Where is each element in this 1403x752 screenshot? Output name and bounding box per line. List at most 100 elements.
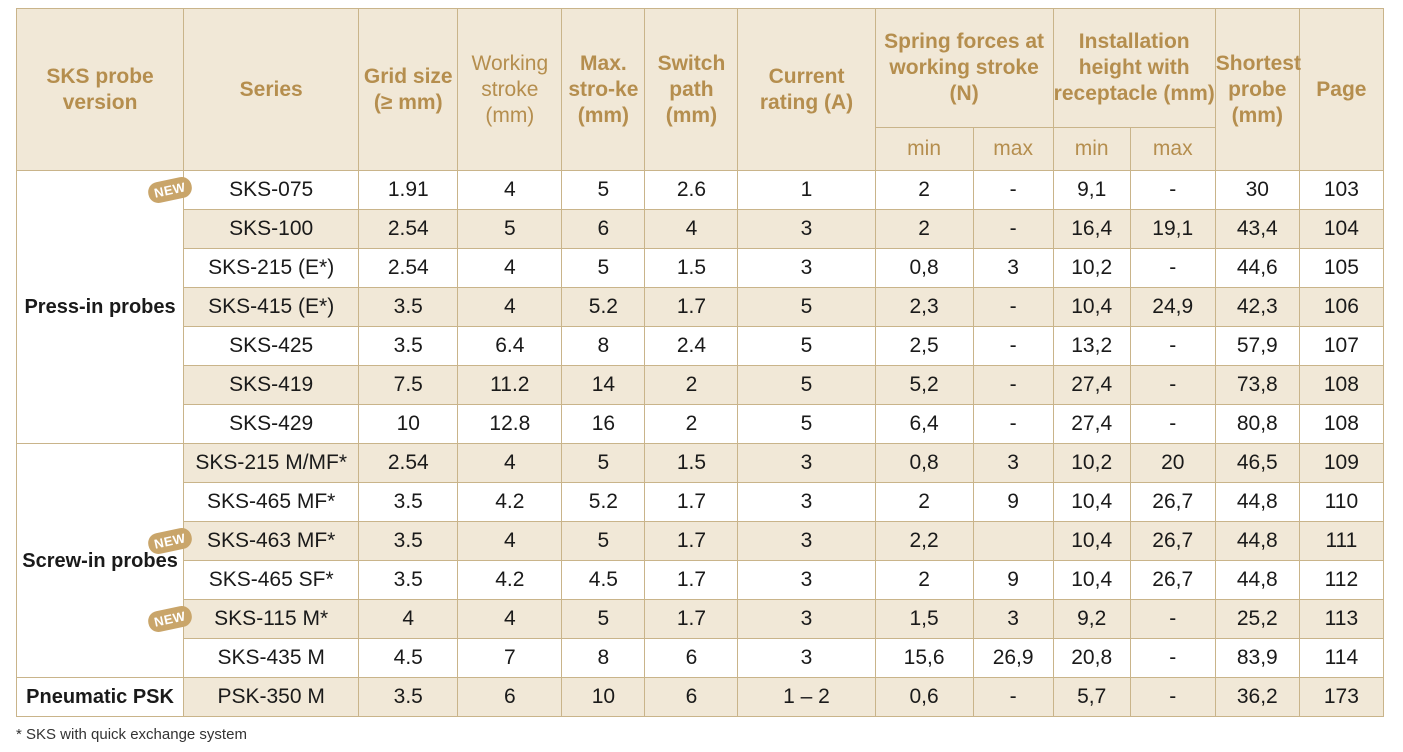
cell-switch: 1.5 [644,443,739,483]
cell-work: 4 [457,521,563,561]
cell-short: 44,8 [1214,521,1300,561]
cell-cur: 5 [737,365,876,405]
cell-imin: 9,1 [1052,170,1131,210]
cell-short: 30 [1214,170,1300,210]
series-cell: NEW SKS-463 MF* [146,521,360,561]
table-row: SKS-215 (E*) 2.54 4 5 1.5 3 0,8 3 10,2-44,6 105 [17,248,1385,288]
cell-imax: 20 [1129,443,1216,483]
cell-grid: 4.5 [358,638,459,678]
series-cell: SKS-415 (E*) [183,287,360,327]
series-name: SKS-419 [229,373,314,396]
table-row: SKS-429 10 12.8 16 2 5 6,4-27,4-80,8 108 [17,404,1385,444]
series-name: SKS-425 [229,334,314,357]
cell-grid: 3.5 [358,560,459,600]
cell-smax [972,521,1054,561]
cell-max: 5.2 [561,482,646,522]
series-name: SKS-115 M* [214,607,329,630]
series-name: SKS-215 M/MF* [195,451,348,474]
series-name: PSK-350 M [217,685,325,708]
cell-imin: 10,4 [1052,287,1131,327]
cell-cur: 5 [737,287,876,327]
cell-grid: 3.5 [358,521,459,561]
series-cell: SKS-429 [183,404,360,444]
cell-switch: 6 [644,677,739,717]
cell-page: 108 [1298,404,1385,444]
cell-work: 12.8 [457,404,563,444]
cell-work: 4 [457,248,563,288]
cell-cur: 3 [737,521,876,561]
cell-work: 6.4 [457,326,563,366]
cell-switch: 1.7 [644,482,739,522]
table-row: NEW SKS-463 MF* 3.5 4 5 1.7 3 2,2 10,4 26,7 44,8 11… [17,521,1385,561]
cell-cur: 3 [737,599,876,639]
cell-grid: 2.54 [358,443,459,483]
table-row: SKS-425 3.5 6.4 8 2.4 5 2,5-13,2-57,9 107 [17,326,1385,366]
cell-switch: 2 [644,365,739,405]
cell-max: 16 [561,404,646,444]
cell-grid: 3.5 [358,287,459,327]
table-row: Screw-in probes SKS-215 M/MF* 2.54 4 5 1.5 3 0,… [15,443,1385,678]
table-row: SKS-415 (E*) 3.5 4 5.2 1.7 5 2,3-10,4 24,9 42,3 1… [17,287,1385,327]
cell-grid: 3.5 [358,482,459,522]
series-cell: SKS-100 [183,209,360,249]
cell-page: 114 [1298,638,1385,678]
cell-max: 5 [561,170,646,210]
cell-cur: 3 [737,482,876,522]
cell-smax: - [972,170,1054,210]
table-row: SKS-465 SF* 3.5 4.2 4.5 1.7 3 2 9 10,4 26,7 44,8 11… [17,560,1385,600]
cell-imin: 27,4 [1052,404,1131,444]
cell-switch: 1.7 [644,599,739,639]
cell-imin: 13,2 [1052,326,1131,366]
cell-smax: - [972,209,1054,249]
cell-smax: 26,9 [972,638,1054,678]
cell-max: 5.2 [561,287,646,327]
cell-imin: 27,4 [1052,365,1131,405]
series-cell: SKS-425 [183,326,360,366]
cell-switch: 2.6 [644,170,739,210]
cell-page: 173 [1298,677,1385,717]
cell-imax: 19,1 [1129,209,1216,249]
header-max-stroke: Max. stro-ke (mm) [561,8,646,171]
cell-smin: 2,3 [874,287,974,327]
cell-work: 5 [457,209,563,249]
table-body: Press-in probes NEW SKS-075 1.91 4 5 2.6 1 2-9,1… [15,170,1385,717]
series-cell: SKS-465 MF* [183,482,360,522]
table-row: SKS-100 2.54 5 6 4 3 2-16,4 19,1 43,4 104 [17,209,1385,249]
cell-page: 112 [1298,560,1385,600]
cell-short: 44,6 [1214,248,1300,288]
series-name: SKS-465 SF* [208,568,334,591]
cell-work: 4 [457,443,563,483]
cell-cur: 5 [737,326,876,366]
cell-imax: - [1129,638,1216,678]
series-name: SKS-100 [229,217,314,240]
cell-grid: 4 [358,599,459,639]
header-page: Page [1298,8,1385,171]
header-switch-path: Switch path (mm) [644,8,739,171]
cell-short: 46,5 [1214,443,1300,483]
header-installation-height: Installation height with receptacle (mm) [1052,8,1216,128]
cell-work: 7 [457,638,563,678]
footnote: * SKS with quick exchange system [16,726,247,743]
cell-grid: 2.54 [358,248,459,288]
cell-smin: 2 [874,482,974,522]
cell-smax: 3 [972,248,1054,288]
cell-short: 83,9 [1214,638,1300,678]
cell-imax: - [1129,599,1216,639]
table-row: NEW SKS-115 M* 4 4 5 1.7 3 1,5 3 9,2-25,2 113 [17,599,1385,639]
cell-smax: - [972,677,1054,717]
cell-imin: 10,4 [1052,560,1131,600]
series-cell: NEW SKS-075 [146,170,360,210]
cell-imin: 10,4 [1052,521,1131,561]
cell-imin: 10,2 [1052,443,1131,483]
table-row: SKS-465 MF* 3.5 4.2 5.2 1.7 3 2 9 10,4 26,7 44,8 11… [17,482,1385,522]
cell-max: 5 [561,599,646,639]
cell-smax: - [972,326,1054,366]
cell-page: 113 [1298,599,1385,639]
cell-max: 8 [561,326,646,366]
series-cell: SKS-465 SF* [183,560,360,600]
cell-short: 43,4 [1214,209,1300,249]
header-install-max: max [1129,127,1216,171]
cell-imin: 5,7 [1052,677,1131,717]
cell-max: 5 [561,443,646,483]
cell-page: 109 [1298,443,1385,483]
